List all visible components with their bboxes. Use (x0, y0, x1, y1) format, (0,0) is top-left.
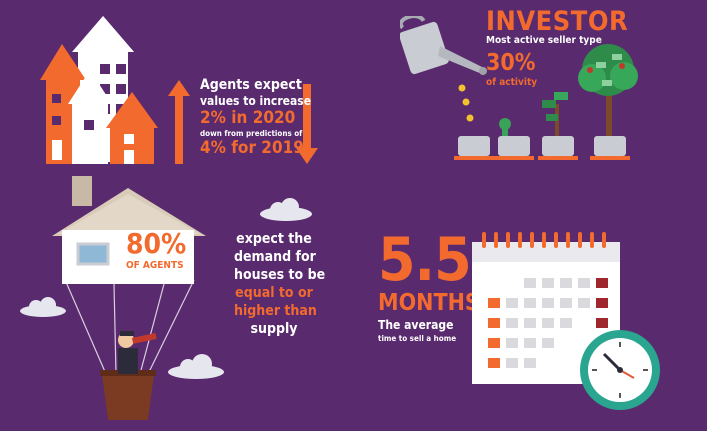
investor-block: INVESTOR Most active seller type 30% of … (486, 8, 666, 88)
coin-icon (458, 84, 466, 92)
clock-icon (580, 330, 660, 410)
basket-icon (102, 374, 154, 420)
pot-money-tree-icon (578, 44, 638, 160)
balloon-value: 80% (126, 227, 187, 260)
arrow-up-icon (168, 80, 190, 164)
demand-line4: equal to or (235, 285, 313, 301)
calendar-grid (488, 278, 608, 368)
person-with-telescope-icon (118, 331, 157, 374)
agents-value: 2% in 2020 (200, 108, 296, 128)
investor-value: 30% (486, 50, 536, 76)
investor-subtitle: Most active seller type (486, 35, 602, 46)
coin-icon (462, 98, 470, 106)
watering-can-icon (400, 16, 487, 75)
cloud-icon (20, 297, 66, 317)
small-house-icon (68, 70, 112, 164)
demand-line5: higher than (234, 303, 317, 319)
money-plants-illustration (454, 44, 638, 160)
cloud-icon (168, 354, 224, 379)
houses-illustration (40, 16, 158, 164)
pot-money-plant-icon (538, 92, 578, 160)
balloon-stat: 80% OF AGENTS (126, 230, 186, 271)
demand-line3: houses to be (234, 267, 326, 283)
agents-line1: Agents expect (200, 77, 302, 93)
months-caption1: The average (378, 318, 454, 332)
arrow-down-icon (296, 84, 318, 164)
agents-line2: values to increase (200, 94, 312, 108)
balloon-strings (65, 279, 195, 375)
window-icon (76, 242, 110, 266)
demand-block: expect the demand for houses to be equal… (234, 231, 326, 337)
months-value: 5.5 (378, 225, 472, 295)
months-caption2: time to sell a home (378, 334, 457, 343)
months-block: 5.5 MONTHS The average time to sell a ho… (378, 225, 480, 343)
calendar-rings (482, 232, 606, 248)
demand-line6: supply (250, 321, 298, 337)
orange-house-right-icon (106, 92, 158, 164)
pot-empty-icon (454, 136, 494, 160)
chimney-icon (72, 176, 92, 206)
investor-caption: of activity (486, 77, 538, 88)
demand-line1: expect the (236, 231, 312, 247)
investor-title: INVESTOR (486, 6, 629, 37)
cloud-icon (260, 198, 312, 221)
balloon-caption: OF AGENTS (126, 260, 184, 271)
balloon-house-illustration (52, 176, 206, 420)
coin-icon (466, 114, 474, 122)
agents-prior: 4% for 2019 (200, 138, 304, 158)
demand-line2: demand for (234, 249, 316, 265)
agents-expect-block: Agents expect values to increase 2% in 2… (200, 77, 312, 158)
months-unit: MONTHS (378, 290, 480, 316)
agents-line3: down from predictions of (200, 129, 303, 138)
pot-sprout-icon (494, 118, 534, 160)
